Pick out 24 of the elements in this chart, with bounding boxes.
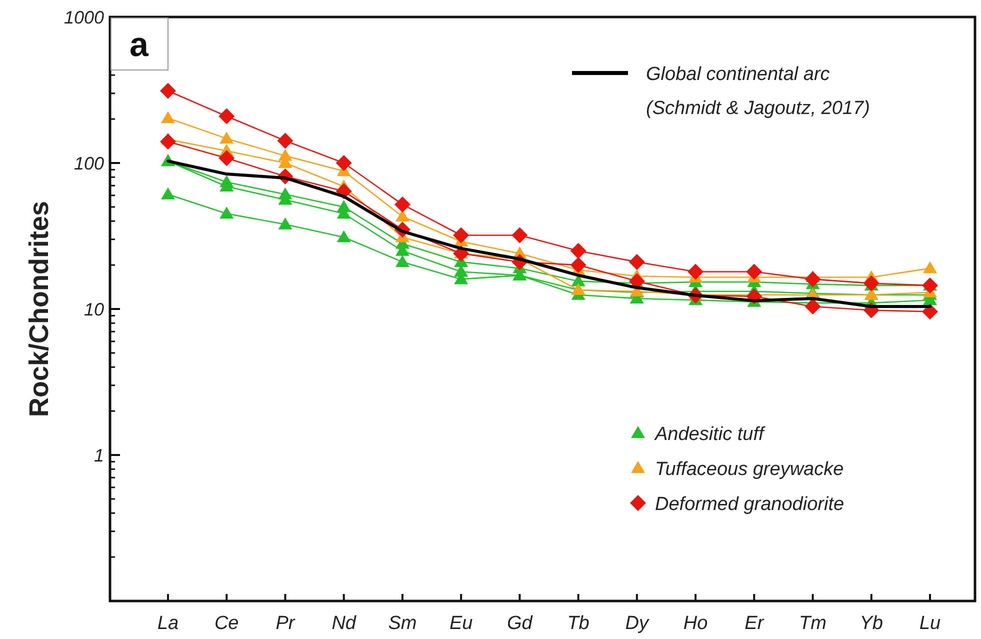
y-axis-title: Rock/Chondrites — [24, 200, 54, 418]
x-tick-label: Lu — [919, 613, 941, 634]
x-tick-label: La — [157, 613, 179, 634]
y-tick-label: 1000 — [64, 7, 104, 28]
x-tick-label: Ce — [214, 613, 239, 634]
x-tick-label: Pr — [276, 613, 296, 634]
legend-label: Andesitic tuff — [654, 424, 766, 445]
legend-label: Global continental arc (Schmidt & Jagoutz, 2017) — [646, 64, 870, 119]
annotation: a — [130, 26, 150, 64]
x-tick-label: Gd — [507, 613, 534, 634]
x-tick-label: Tm — [799, 613, 826, 634]
legend-label: Deformed granodiorite — [655, 494, 844, 515]
x-tick-label: Nd — [332, 613, 358, 634]
x-tick-label: Ho — [683, 613, 708, 634]
x-tick-label: Yb — [860, 613, 884, 634]
legend-label: Tuffaceous greywacke — [655, 459, 844, 480]
x-tick-label: Tb — [567, 613, 590, 634]
x-tick-label: Sm — [388, 613, 417, 634]
x-tick-label: Dy — [625, 613, 650, 634]
y-tick-label: 10 — [84, 299, 104, 320]
x-tick-label: Eu — [449, 613, 474, 634]
y-tick-label: 100 — [74, 153, 104, 174]
x-tick-label: Er — [744, 613, 764, 634]
y-tick-label: 1 — [94, 445, 104, 466]
